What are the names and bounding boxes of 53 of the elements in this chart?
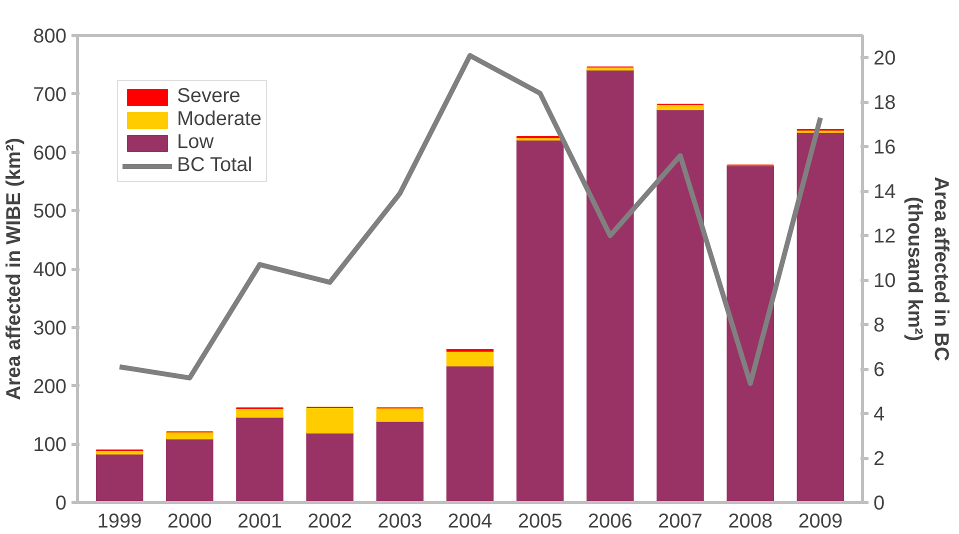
y2-tick-label: 20 bbox=[874, 48, 896, 70]
x-tick-label: 2006 bbox=[588, 510, 632, 532]
x-tick-label: 2001 bbox=[237, 510, 282, 532]
x-tick-label: 2002 bbox=[308, 510, 352, 532]
y2-tick-label: 0 bbox=[874, 492, 885, 514]
y2-tick-label: 12 bbox=[874, 226, 896, 248]
x-tick-label: 2009 bbox=[798, 510, 843, 532]
bar bbox=[166, 438, 214, 502]
x-tick-label: 2003 bbox=[378, 510, 422, 532]
y2-tick-label: 2 bbox=[874, 448, 885, 470]
y-tick-label: 500 bbox=[33, 200, 67, 223]
x-tick-label: 1999 bbox=[97, 510, 142, 532]
y-tick-label: 0 bbox=[55, 492, 66, 514]
x-tick-label: 2005 bbox=[518, 510, 562, 532]
y2-tick-label: 16 bbox=[874, 136, 896, 159]
bar bbox=[306, 406, 354, 434]
y2-axis-title: Area affected in BC (thousand km²) bbox=[904, 176, 952, 362]
y-tick-label: 100 bbox=[33, 434, 67, 456]
x-tick-label: 2007 bbox=[658, 510, 703, 532]
y-tick-label: 300 bbox=[33, 317, 67, 340]
bar bbox=[376, 407, 424, 422]
legend-label: BC Total bbox=[177, 154, 252, 177]
y2-tick-label: 10 bbox=[874, 270, 896, 292]
y-tick-label: 600 bbox=[33, 142, 67, 164]
x-tick-label: 2008 bbox=[728, 510, 773, 532]
y-tick-label: 800 bbox=[33, 26, 67, 48]
y-tick-label: 200 bbox=[33, 376, 67, 398]
bar bbox=[446, 365, 494, 502]
y-tick-label: 700 bbox=[33, 84, 67, 106]
legend-label: Low bbox=[177, 131, 214, 154]
bar bbox=[376, 420, 424, 502]
bar bbox=[236, 408, 284, 418]
y-tick-label: 400 bbox=[33, 259, 67, 281]
y2-tick-label: 4 bbox=[874, 404, 885, 426]
y2-tick-label: 18 bbox=[874, 92, 896, 114]
bar bbox=[586, 69, 634, 502]
bar bbox=[516, 139, 564, 502]
y-axis-title: Area affected in WIBE (km²) bbox=[3, 138, 26, 400]
y2-tick-label: 8 bbox=[874, 314, 885, 337]
legend-label: Severe bbox=[177, 85, 240, 108]
y2-tick-label: 6 bbox=[874, 359, 885, 382]
bar bbox=[726, 165, 774, 502]
bar bbox=[656, 109, 704, 502]
bar bbox=[236, 416, 284, 502]
bar bbox=[796, 132, 844, 502]
x-tick-label: 2000 bbox=[167, 510, 212, 532]
bar bbox=[446, 350, 494, 366]
bar bbox=[306, 432, 354, 502]
bar bbox=[166, 431, 214, 440]
bar bbox=[96, 454, 144, 502]
legend-label: Moderate bbox=[177, 108, 262, 131]
x-tick-label: 2004 bbox=[448, 510, 492, 532]
y2-tick-label: 14 bbox=[874, 181, 896, 204]
